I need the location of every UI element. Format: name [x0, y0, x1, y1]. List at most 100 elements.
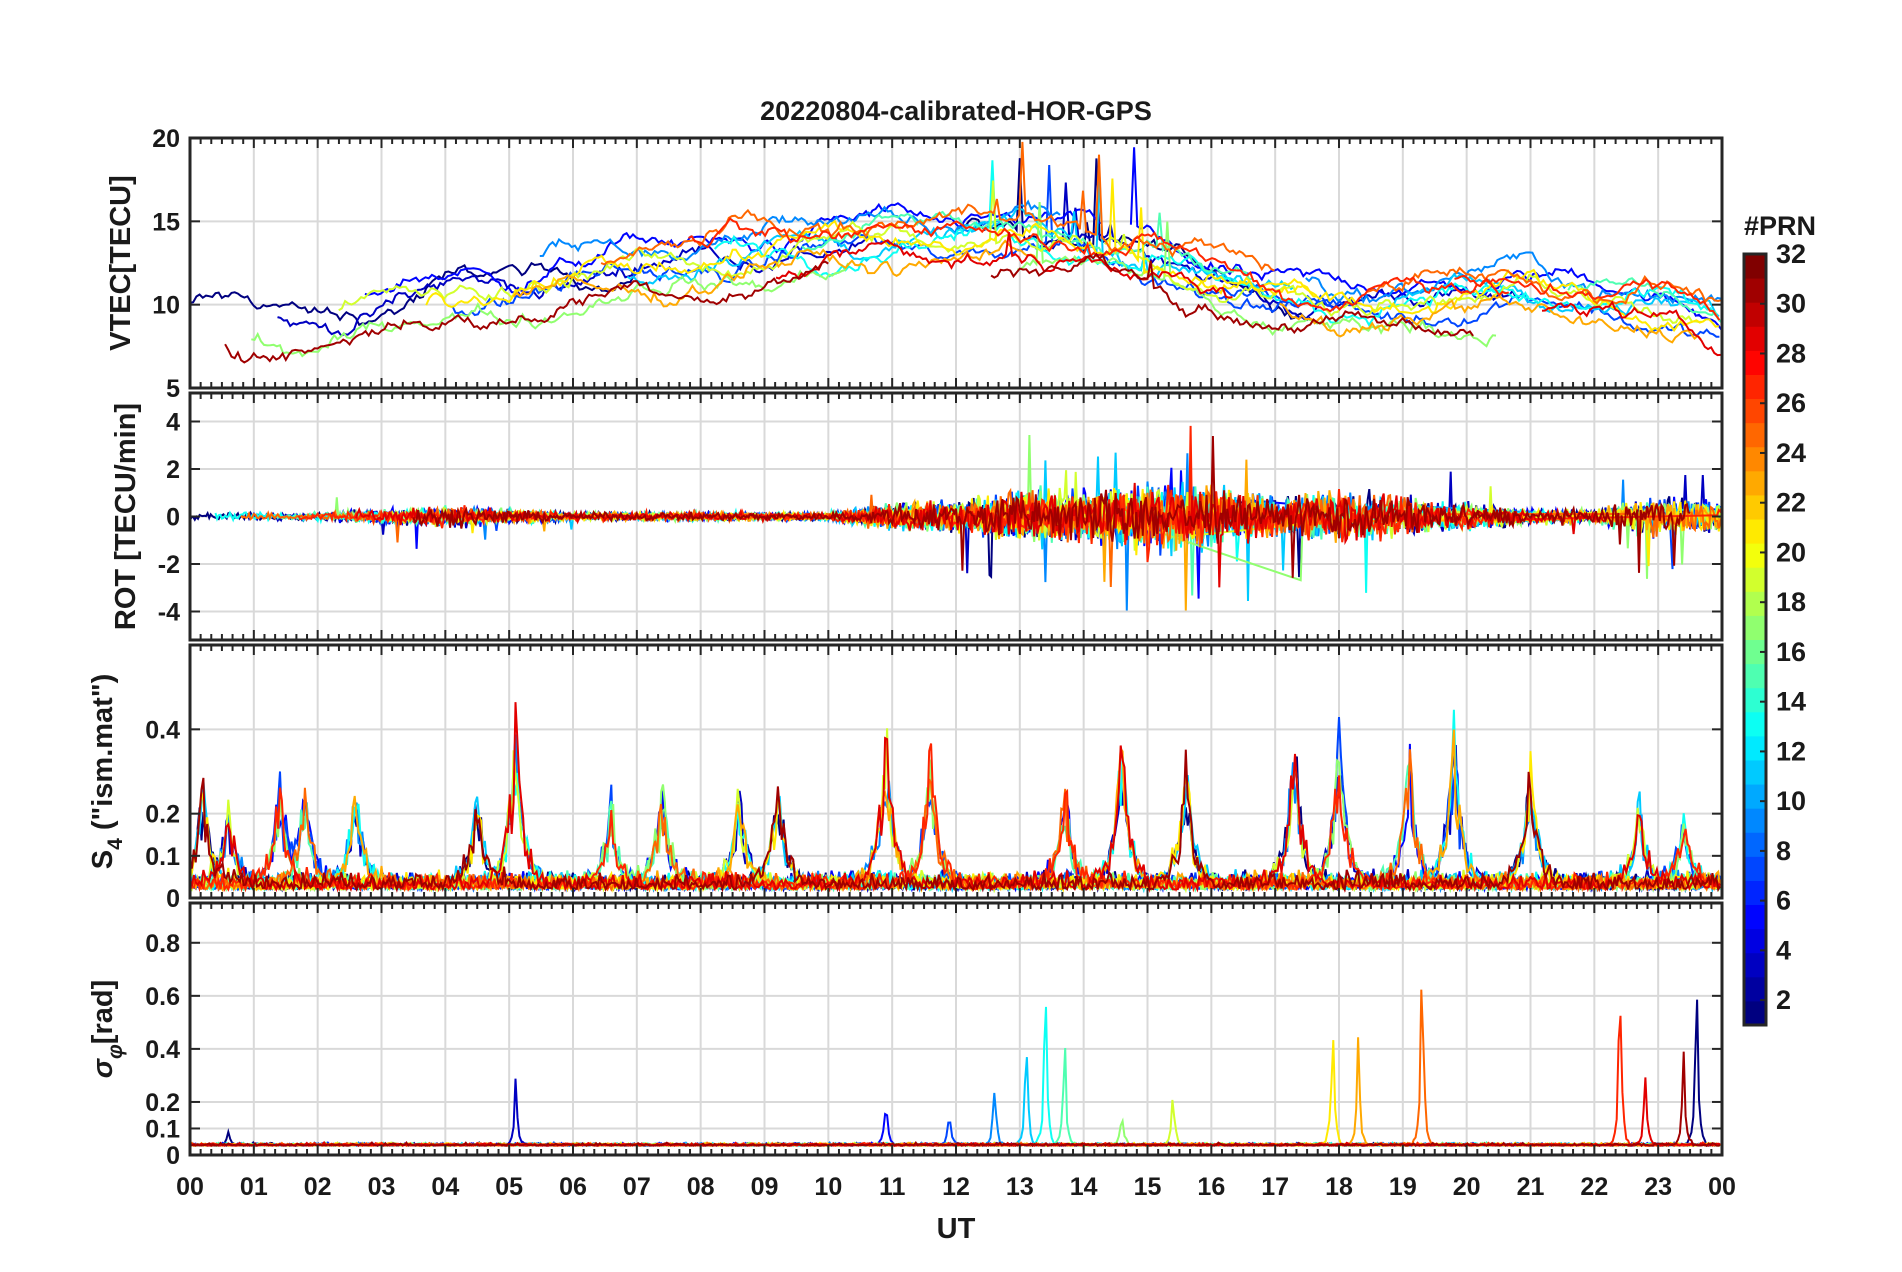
series-line-prn-31 — [190, 749, 1721, 893]
ylabel-rot: ROT [TECU/min] — [110, 403, 142, 630]
ytick-label-vtec: 15 — [152, 208, 180, 236]
colorbar-segment — [1744, 976, 1766, 1002]
x-tick-labels: 00 01 02 03 04 05 06 07 08 09 10 11 12 13 14 15 16 17 18 19… — [176, 1173, 1736, 1201]
colorbar-segment — [1744, 759, 1766, 785]
colorbar-segment — [1744, 615, 1766, 640]
ylabel-sigma_phi: σφ[rad] — [87, 980, 127, 1078]
xtick-label: 09 — [751, 1173, 779, 1201]
colorbar-segment — [1744, 735, 1766, 761]
ytick-label-sigma_phi: 0.1 — [145, 1115, 180, 1143]
xtick-label: 13 — [1006, 1173, 1034, 1201]
series-line-prn-31 — [990, 252, 1474, 337]
series-line-prn-31 — [224, 260, 829, 364]
ticks-sigma_phi — [189, 903, 1723, 1156]
xtick-label: 14 — [1070, 1173, 1098, 1201]
ticks-vtec — [189, 137, 1723, 389]
colorbar-segment — [1744, 904, 1766, 930]
ytick-label-s4: 0 — [166, 885, 180, 913]
xtick-label: 21 — [1517, 1173, 1545, 1201]
colorbar-tick-label: 28 — [1776, 338, 1806, 368]
colorbar-segment — [1744, 784, 1766, 809]
ytick-label-sigma_phi: 0.2 — [145, 1089, 180, 1117]
ylabel-vtec: VTEC[TECU] — [105, 175, 137, 351]
panel-rot: -4 -2 0 2 4 ROT [TECU/min] — [110, 391, 1724, 642]
series-line-prn-23 — [1279, 294, 1702, 344]
colorbar-segment — [1744, 374, 1766, 400]
series-line-prn-23 — [512, 239, 1041, 308]
ytick-label-rot: 2 — [166, 456, 180, 484]
ytick-label-rot: 0 — [166, 504, 180, 532]
colorbar-tick-label: 30 — [1776, 289, 1806, 319]
xtick-label: 19 — [1389, 1173, 1417, 1201]
xtick-label: 05 — [495, 1173, 523, 1201]
colorbar-segment — [1744, 398, 1766, 424]
xtick-label: 15 — [1134, 1173, 1162, 1201]
series-line-prn-31 — [190, 1051, 1721, 1148]
colorbar-segment — [1744, 422, 1766, 448]
colorbar-tick-label: 6 — [1776, 886, 1791, 916]
grid-sigma_phi — [190, 903, 1722, 1155]
series-line-prn-27 — [1454, 274, 1721, 321]
colorbar-frame — [1742, 252, 1768, 1027]
x-axis-label: UT — [937, 1213, 976, 1245]
series-line-prn-25 — [600, 141, 1275, 272]
series-line-prn-17 — [251, 262, 850, 358]
panel-s4: 0 0.1 0.2 0.4 S4 ("ism.mat") — [87, 643, 1724, 913]
series-line-prn-11 — [626, 176, 1295, 291]
colorbar-tick-label: 8 — [1776, 836, 1791, 866]
series-line-prn-29 — [1541, 300, 1721, 357]
series-line-prn-1 — [190, 261, 638, 327]
colorbar-segment — [1744, 880, 1766, 906]
ticks-rot — [189, 393, 1723, 640]
xtick-label: 03 — [368, 1173, 396, 1201]
panel-sigma_phi: 00.10.2 0.4 0.6 0.8 σφ[rad] — [87, 901, 1724, 1170]
xtick-label: 16 — [1197, 1173, 1225, 1201]
xtick-label: 06 — [559, 1173, 587, 1201]
series-line-prn-5 — [364, 202, 1103, 296]
colorbar-tick-label: 4 — [1776, 935, 1791, 965]
ytick-label-rot: 4 — [166, 409, 180, 437]
ytick-label-s4: 0.4 — [145, 716, 180, 744]
ylabel-s4: S4 ("ism.mat") — [87, 674, 127, 870]
ticks-s4 — [189, 645, 1723, 899]
xtick-label: 04 — [431, 1173, 459, 1201]
colorbar-tick-label: 16 — [1776, 637, 1806, 667]
colorbar-segment — [1744, 591, 1766, 616]
ytick-label-s4: 0.1 — [145, 843, 180, 871]
colorbar-tick-label: 18 — [1776, 587, 1806, 617]
series-line-prn-5 — [304, 467, 1722, 599]
colorbar-segment — [1744, 711, 1766, 737]
grid-s4 — [190, 645, 1722, 898]
panel-vtec: 5 10 15 20 VTEC[TECU] — [105, 125, 1724, 403]
xtick-label: 18 — [1325, 1173, 1353, 1201]
colorbar-label: #PRN — [1744, 211, 1816, 241]
series-rot — [190, 425, 1722, 611]
colorbar-segment — [1744, 832, 1766, 857]
colorbar-tick-label: 22 — [1776, 488, 1806, 518]
colorbar-segment — [1744, 470, 1766, 496]
grid-vtec — [190, 137, 1722, 388]
colorbar-tick-label: 26 — [1776, 388, 1806, 418]
xtick-label: 10 — [814, 1173, 842, 1201]
colorbar-segment — [1744, 543, 1766, 568]
chart-title: 20220804-calibrated-HOR-GPS — [760, 96, 1152, 126]
colorbar-segment — [1744, 350, 1766, 375]
colorbar-tick-label: 20 — [1776, 537, 1806, 567]
series-line-prn-25 — [1366, 266, 1722, 305]
xtick-label: 07 — [623, 1173, 651, 1201]
colorbar-segment — [1744, 519, 1766, 544]
colorbar-segment — [1744, 808, 1766, 833]
series-line-prn-31 — [412, 435, 1691, 578]
colorbar-tick-label: 2 — [1776, 985, 1791, 1015]
series-line-prn-27 — [688, 217, 1510, 313]
series-line-prn-9 — [1305, 251, 1721, 305]
series-line-prn-19 — [338, 180, 1084, 312]
xtick-label: 01 — [240, 1173, 268, 1201]
ytick-label-vtec: 10 — [152, 292, 180, 320]
colorbar-segment — [1744, 928, 1766, 954]
colorbar-tick-label: 24 — [1776, 438, 1806, 468]
ytick-label-sigma_phi: 0 — [166, 1142, 180, 1170]
